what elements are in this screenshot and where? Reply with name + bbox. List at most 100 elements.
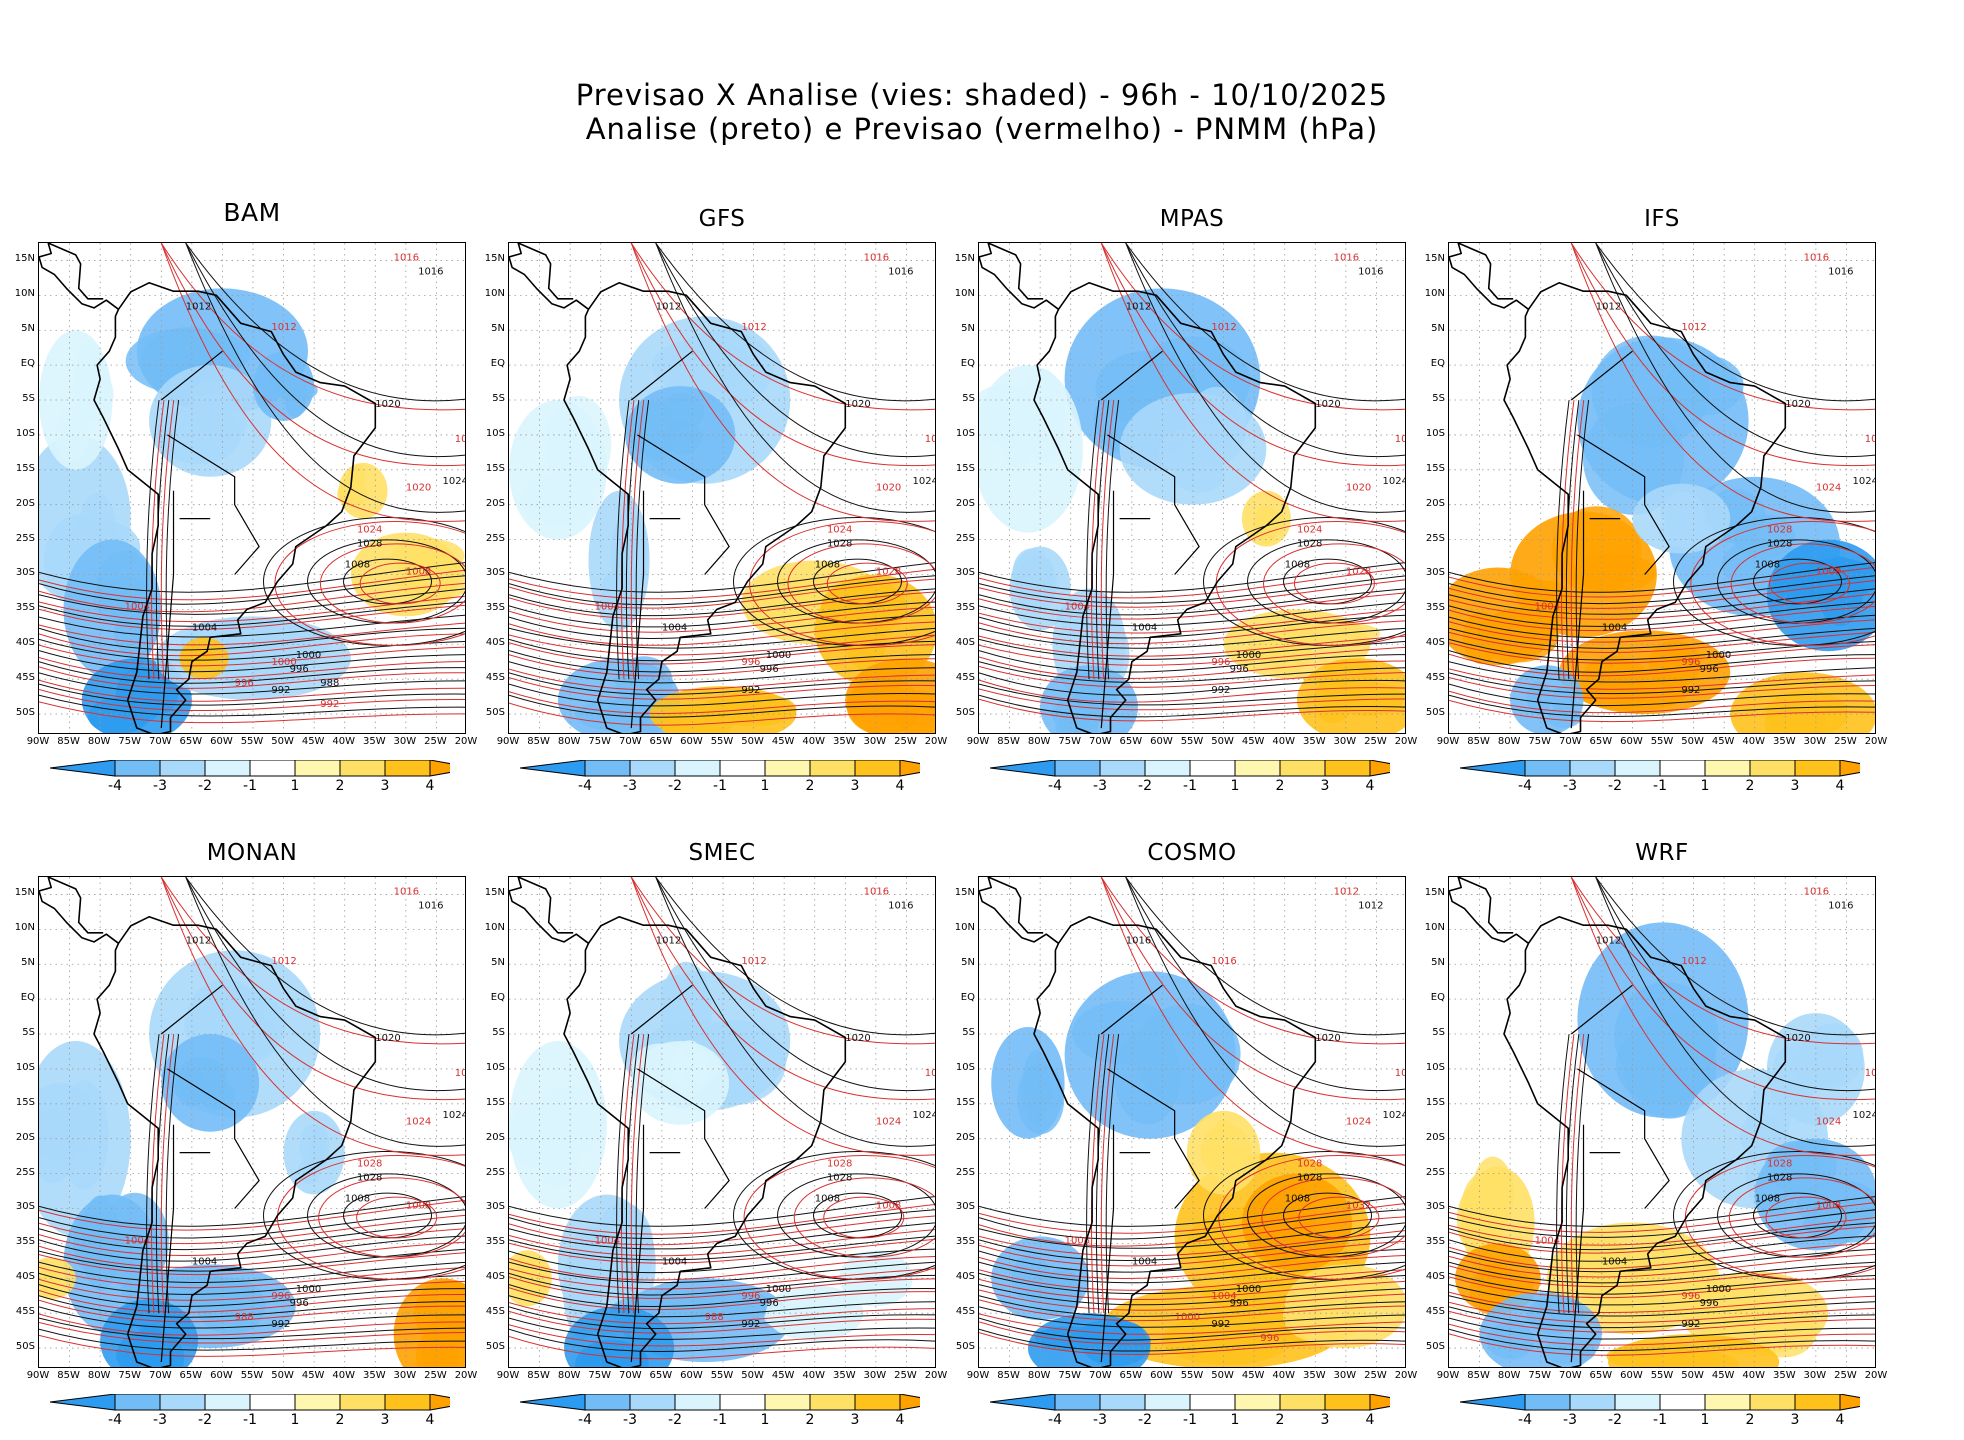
analysis-contour-label: 1016: [1126, 935, 1151, 946]
analysis-contour-label: 992: [271, 685, 290, 696]
forecast-isobar: [749, 520, 935, 646]
analysis-isobar: [1449, 614, 1875, 639]
colorbar-swatch: [384, 1393, 431, 1411]
longitude-label: 85W: [997, 1370, 1020, 1381]
longitude-label: 90W: [1436, 1370, 1460, 1381]
analysis-isobar: [185, 877, 465, 1147]
colorbar-svg: [519, 759, 946, 777]
forecast-isobar: [1769, 562, 1851, 605]
analysis-isobar: [979, 614, 1405, 639]
colorbar-tick-label: -1: [1653, 1412, 1667, 1428]
colorbar-tick-label: 1: [760, 1412, 770, 1428]
bias-area: [1011, 1254, 1052, 1302]
colorbar: -4 -3 -2 -1 1 2 3 4: [1459, 1393, 1886, 1440]
longitude-label: 55W: [1180, 1370, 1204, 1381]
colorbar-swatch: [674, 759, 721, 777]
forecast-contour-label: 1028: [455, 434, 466, 445]
forecast-isobar: [1298, 1196, 1380, 1239]
colorbar-tick-label: 2: [335, 778, 345, 794]
country-borders: [1100, 984, 1200, 1363]
forecast-isobar: [1449, 653, 1875, 677]
analysis-contour-label: 1028: [1767, 1173, 1792, 1184]
forecast-contour-label: 1012: [271, 322, 296, 333]
forecast-isobar: [1218, 1154, 1405, 1280]
forecast-isobar: [39, 604, 465, 630]
analysis-isobar: [509, 614, 935, 639]
bias-area: [1072, 1001, 1176, 1065]
analysis-contour-label: 1004: [192, 1256, 217, 1267]
analysis-isobar: [1449, 1261, 1875, 1284]
latitude-label: 50S: [15, 707, 35, 719]
longitude-label: 80W: [1027, 736, 1051, 747]
forecast-contour-label: 1028: [1346, 566, 1371, 577]
analysis-contour-label: 1000: [1706, 650, 1731, 661]
forecast-isobar: [1728, 1177, 1875, 1258]
forecast-contour-label: 1004: [1211, 1291, 1236, 1302]
analysis-isobar: [509, 683, 935, 707]
forecast-isobar: [1100, 243, 1405, 467]
analysis-isobar: [39, 1306, 465, 1329]
analysis-isobar: [655, 877, 935, 1147]
analysis-contour-label: 1020: [1785, 399, 1810, 410]
forecast-isobar: [39, 689, 465, 712]
analysis-contour-label: 1000: [766, 650, 791, 661]
analysis-contour-label: 1020: [1315, 1033, 1340, 1044]
central-america-coastline: [1449, 243, 1529, 310]
bias-area: [660, 961, 712, 1053]
analysis-isobar: [509, 1235, 935, 1261]
bias-area: [1733, 514, 1796, 559]
analysis-contour-label: 996: [1230, 1298, 1249, 1309]
bias-area: [189, 380, 232, 422]
colorbar-tick-label: 4: [895, 1412, 905, 1428]
colorbar-swatch: [989, 759, 1056, 777]
analysis-contour-label: 1016: [1828, 266, 1853, 277]
forecast-isobar: [1449, 580, 1875, 609]
forecast-isobar: [160, 243, 465, 467]
bias-area: [1614, 982, 1719, 1090]
latitude-label: EQ: [20, 992, 35, 1004]
bias-shading: [509, 961, 913, 1367]
contour-labels: 1016101210201024102810081004100099699210…: [595, 886, 935, 1330]
forecast-isobar: [509, 1204, 935, 1235]
colorbar: -4 -3 -2 -1 1 2 3 4: [49, 759, 476, 806]
longitude-label: 35W: [832, 1370, 856, 1381]
analysis-isobar: [979, 627, 1405, 649]
analysis-isobar: [155, 1033, 170, 1314]
forecast-isobar: [1449, 1310, 1875, 1333]
south-america-coastline: [93, 281, 377, 733]
contour-labels: 1016101210201024102810081004100099699298…: [125, 252, 466, 710]
forecast-isobar: [509, 1324, 935, 1347]
forecast-isobar: [1449, 631, 1875, 653]
forecast-contour-label: 1024: [357, 525, 382, 536]
forecast-contour-label: 1028: [1767, 1159, 1792, 1170]
central-america-coastline: [39, 877, 119, 944]
forecast-contour-label: 996: [1260, 1333, 1279, 1344]
forecast-isobar: [509, 1310, 935, 1334]
pressure-contours: [509, 243, 935, 726]
analysis-isobar: [509, 1284, 935, 1307]
bias-area: [403, 550, 439, 597]
analysis-isobar: [509, 1261, 935, 1284]
colorbar-swatch: [519, 759, 586, 777]
colorbar-tick-label: 3: [1320, 778, 1330, 794]
latitude-label: 20S: [955, 497, 975, 509]
figure-title-line-2: Analise (preto) e Previsao (vermelho) - …: [585, 112, 1379, 146]
forecast-contour-label: 988: [235, 1312, 254, 1323]
analysis-isobar: [979, 694, 1405, 718]
colorbar-tick-label: 4: [1835, 778, 1845, 794]
coastlines: [979, 243, 1317, 733]
forecast-isobar: [509, 1215, 935, 1246]
forecast-isobar: [630, 243, 935, 522]
latitude-label: 50S: [955, 1341, 975, 1353]
analysis-contour-label: 1004: [1602, 1256, 1627, 1267]
analysis-isobar: [39, 694, 465, 717]
analysis-contour-label: 1004: [662, 1256, 687, 1267]
analysis-isobar: [509, 1209, 935, 1239]
forecast-isobar: [823, 1196, 905, 1239]
latitude-label: EQ: [960, 358, 975, 370]
pressure-contours: [39, 243, 465, 724]
forecast-isobar: [826, 562, 908, 605]
country-borders: [1100, 350, 1200, 729]
latitude-label: 40S: [955, 1271, 975, 1283]
longitude-label: 60W: [1620, 1370, 1643, 1381]
